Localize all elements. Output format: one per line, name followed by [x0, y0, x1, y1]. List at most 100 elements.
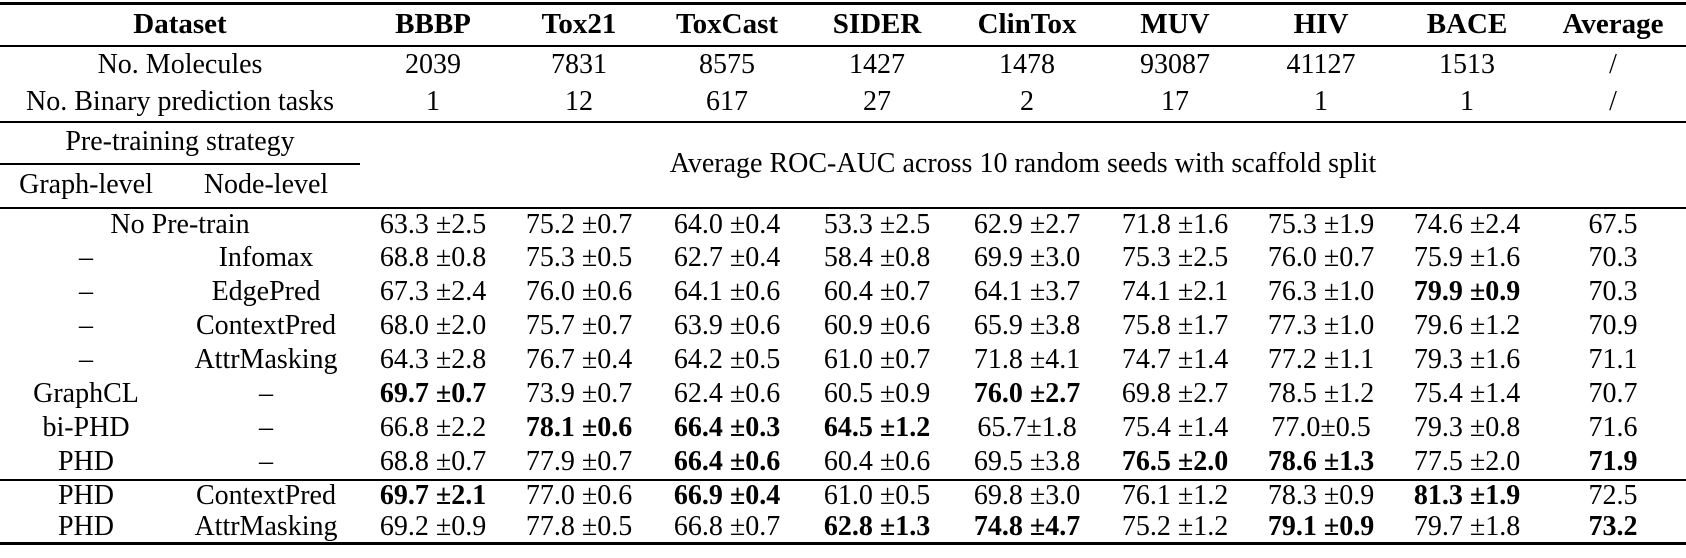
result-value-cell: 74.8 ±4.7 — [973, 511, 1081, 542]
result-value-cell: 69.8 ±2.7 — [1121, 378, 1229, 410]
result-value-cell: 69.7 ±2.1 — [360, 478, 507, 512]
result-value-cell: 72.5 — [1540, 478, 1686, 512]
result-value-cell: 77.8 ±0.5 — [525, 511, 633, 542]
result-value-cell: 63.3 ±2.5 — [379, 208, 487, 240]
result-value-cell: 68.8 ±0.8 — [379, 242, 487, 274]
result-value-cell: 75.9 ±1.6 — [1413, 242, 1521, 274]
result-row: – Infomax 68.8 ±0.8 75.3 ±0.5 62.7 ±0.4 58.4 … — [0, 242, 1686, 276]
column-header-average: Average — [1540, 3, 1686, 47]
result-value-cell: 75.4 ±1.4 — [1121, 412, 1229, 444]
result-value-cell: 58.4 ±0.8 — [823, 242, 931, 274]
info-cell: 1513 — [1439, 48, 1496, 80]
result-value-cell: 61.0 ±0.7 — [823, 344, 931, 376]
info-cell: / — [1609, 48, 1617, 80]
result-value-cell: 76.7 ±0.4 — [525, 344, 633, 376]
result-value-cell: 74.6 ±2.4 — [1413, 208, 1521, 240]
result-value-cell: 64.1 ±3.7 — [973, 276, 1081, 308]
result-value-cell: 75.3 ±1.9 — [1267, 208, 1375, 240]
info-cell: 617 — [652, 83, 803, 123]
result-value-cell: 71.8 ±4.1 — [973, 344, 1081, 376]
column-header-dataset: Dataset — [0, 3, 361, 47]
column-header-tox21: Tox21 — [506, 3, 653, 47]
info-cell: 1 — [1248, 83, 1395, 123]
result-row: GraphCL – 69.7 ±0.7 73.9 ±0.7 62.4 ±0.6 60.5 … — [0, 378, 1686, 412]
result-value-cell: 60.4 ±0.6 — [823, 445, 931, 477]
row-label: No. Molecules — [97, 48, 263, 80]
result-value-cell: 69.2 ±0.9 — [379, 511, 487, 542]
result-value-cell: 64.3 ±2.8 — [379, 344, 487, 376]
result-value-cell: 70.3 — [1588, 242, 1638, 274]
result-value-cell: 76.0 ±0.7 — [1267, 242, 1375, 274]
roc-auc-span-label: Average ROC-AUC across 10 random seeds w… — [360, 121, 1686, 209]
graph-level-strategy-cell: – — [79, 276, 93, 308]
result-rows-body: No Pre-train 63.3 ±2.5 75.2 ±0.7 64.0 ±0.4 5… — [0, 208, 1686, 544]
result-value-cell: 77.5 ±2.0 — [1413, 445, 1521, 477]
table-header-row: Dataset BBBP Tox21 ToxCast SIDER ClinTox… — [0, 3, 1686, 47]
result-value-cell: 61.0 ±0.5 — [802, 478, 953, 512]
result-value-cell: 60.4 ±0.7 — [823, 276, 931, 308]
result-value-cell: 60.9 ±0.6 — [823, 310, 931, 342]
column-header-muv: MUV — [1102, 3, 1249, 47]
info-cell: 1 — [360, 83, 507, 123]
result-value-cell: 79.3 ±0.8 — [1413, 412, 1521, 444]
result-row: PHD AttrMasking 69.2 ±0.9 77.8 ±0.5 66.8 ±0.… — [0, 512, 1686, 544]
result-value-cell: 69.7 ±0.7 — [379, 378, 487, 410]
result-value-cell: 68.8 ±0.7 — [379, 445, 487, 477]
result-value-cell: 71.1 — [1588, 344, 1638, 376]
info-cell: 93087 — [1140, 48, 1211, 80]
node-level-strategy-cell: Infomax — [218, 242, 314, 274]
result-value-cell: 69.8 ±3.0 — [952, 478, 1103, 512]
result-value-cell: 64.1 ±0.6 — [673, 276, 781, 308]
node-level-strategy-cell: – — [259, 445, 273, 477]
result-value-cell: 62.9 ±2.7 — [973, 208, 1081, 240]
graph-level-strategy-cell: GraphCL — [33, 378, 139, 410]
node-level-strategy-cell: – — [259, 412, 273, 444]
result-value-cell: 75.2 ±1.2 — [1121, 511, 1229, 542]
graph-level-strategy-cell: PHD — [57, 511, 114, 542]
result-value-cell: 79.7 ±1.8 — [1413, 511, 1521, 542]
result-value-cell: 77.2 ±1.1 — [1267, 344, 1375, 376]
graph-level-strategy-cell: bi-PHD — [42, 412, 130, 444]
graph-level-strategy-cell: – — [79, 344, 93, 376]
result-value-cell: 78.6 ±1.3 — [1267, 445, 1375, 477]
result-value-cell: 73.2 — [1588, 511, 1638, 542]
result-value-cell: 79.1 ±0.9 — [1267, 511, 1375, 542]
result-row: – AttrMasking 64.3 ±2.8 76.7 ±0.4 64.2 ±0.5 6… — [0, 344, 1686, 378]
result-value-cell: 77.3 ±1.0 — [1267, 310, 1375, 342]
result-value-cell: 76.3 ±1.0 — [1267, 276, 1375, 308]
result-value-cell: 78.5 ±1.2 — [1267, 378, 1375, 410]
pretrain-strategy-header-row: Pre-training strategy Average ROC-AUC ac… — [0, 121, 1686, 209]
result-value-cell: 70.7 — [1588, 378, 1638, 410]
result-value-cell: 71.6 — [1588, 412, 1638, 444]
result-value-cell: 64.0 ±0.4 — [673, 208, 781, 240]
graph-level-strategy-cell: PHD — [0, 478, 172, 512]
result-value-cell: 75.7 ±0.7 — [525, 310, 633, 342]
result-value-cell: 81.3 ±1.9 — [1394, 478, 1541, 512]
result-value-cell: 62.4 ±0.6 — [673, 378, 781, 410]
result-value-cell: 70.3 — [1588, 276, 1638, 308]
result-value-cell: 75.3 ±2.5 — [1121, 242, 1229, 274]
result-value-cell: 64.2 ±0.5 — [673, 344, 781, 376]
result-row: No Pre-train 63.3 ±2.5 75.2 ±0.7 64.0 ±0.4 5… — [0, 208, 1686, 242]
node-level-strategy-cell: AttrMasking — [194, 511, 338, 542]
result-value-cell: 77.0 ±0.6 — [506, 478, 653, 512]
result-value-cell: 77.9 ±0.7 — [525, 445, 633, 477]
result-value-cell: 60.5 ±0.9 — [823, 378, 931, 410]
results-table: Dataset BBBP Tox21 ToxCast SIDER ClinTox… — [0, 2, 1686, 546]
column-header-toxcast: ToxCast — [652, 3, 803, 47]
result-value-cell: 73.9 ±0.7 — [525, 378, 633, 410]
info-cell: 2039 — [405, 48, 462, 80]
result-value-cell: 76.1 ±1.2 — [1102, 478, 1249, 512]
result-value-cell: 76.0 ±0.6 — [525, 276, 633, 308]
result-value-cell: 77.0±0.5 — [1271, 412, 1371, 444]
tasks-count-row: No. Binary prediction tasks 1 12 617 27 … — [0, 83, 1686, 123]
info-cell: 1427 — [849, 48, 906, 80]
result-value-cell: 79.6 ±1.2 — [1413, 310, 1521, 342]
node-level-strategy-cell: AttrMasking — [194, 344, 338, 376]
result-value-cell: 76.0 ±2.7 — [973, 378, 1081, 410]
result-value-cell: 64.5 ±1.2 — [823, 412, 931, 444]
result-value-cell: 65.9 ±3.8 — [973, 310, 1081, 342]
pretrain-strategy-title: Pre-training strategy — [0, 121, 361, 165]
info-cell: 7831 — [551, 48, 608, 80]
graph-level-strategy-cell: – — [79, 242, 93, 274]
